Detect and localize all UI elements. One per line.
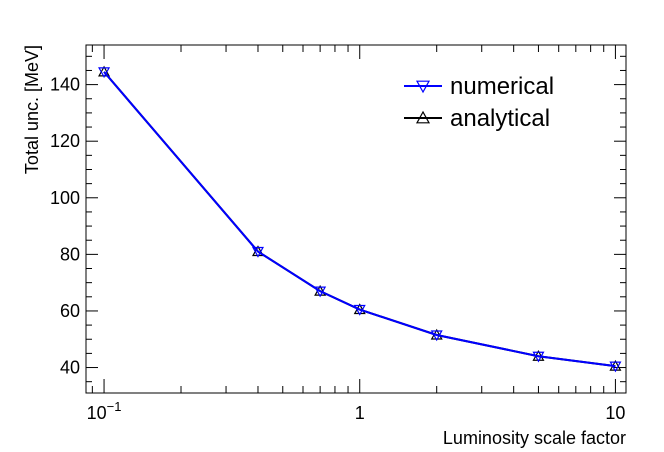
y-tick-label: 40 xyxy=(60,358,80,378)
y-axis-label: Total unc. [MeV] xyxy=(22,45,42,174)
labels-layer: Luminosity scale factor Total unc. [MeV] xyxy=(22,45,626,448)
legend-label-analytical: analytical xyxy=(450,105,550,132)
x-tick-label: 10 xyxy=(605,403,625,423)
data-point-numerical xyxy=(98,67,111,79)
y-tick-label: 140 xyxy=(50,75,80,95)
data-point-numerical xyxy=(251,246,265,258)
data-point-numerical xyxy=(430,330,443,342)
x-tick-label: 1 xyxy=(355,403,365,423)
series-line-numerical xyxy=(103,71,616,368)
y-tick-label: 60 xyxy=(60,301,80,321)
x-tick-label: 10−1 xyxy=(87,399,122,423)
legend-label-numerical: numerical xyxy=(450,73,554,100)
series-numerical xyxy=(98,67,622,373)
plot-frame xyxy=(85,44,627,394)
y-tick-label: 80 xyxy=(60,244,80,264)
legend: numerical analytical xyxy=(404,73,554,132)
legend-marker-analytical xyxy=(415,110,431,124)
ticks-layer: 40 60 80 100 120 140 10−1 1 10 xyxy=(50,45,626,423)
data-point-numerical xyxy=(314,286,327,298)
legend-marker-numerical xyxy=(415,80,431,94)
data-point-numerical xyxy=(609,361,622,373)
y-tick-label: 120 xyxy=(50,131,80,151)
y-tick-label: 100 xyxy=(50,188,80,208)
data-point-numerical xyxy=(532,351,545,363)
series-layer xyxy=(98,65,622,373)
data-point-numerical xyxy=(353,304,366,316)
x-axis-label: Luminosity scale factor xyxy=(443,428,626,448)
